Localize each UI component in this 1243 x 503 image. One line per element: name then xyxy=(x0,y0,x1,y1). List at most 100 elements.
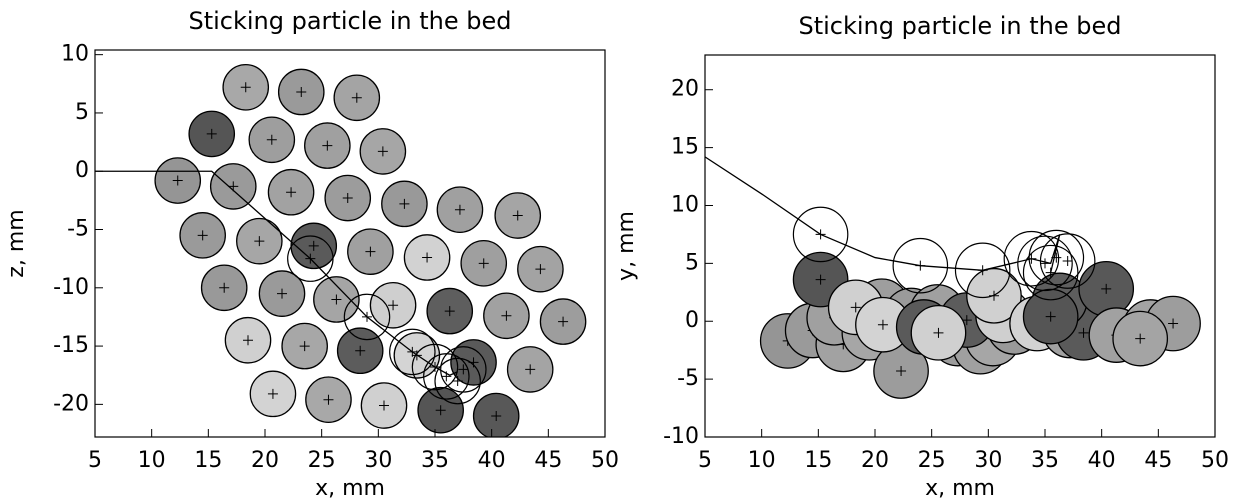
x-tick-label: 15 xyxy=(804,448,832,473)
y-tick-label: -5 xyxy=(67,217,89,242)
center-cross xyxy=(267,388,278,399)
center-cross xyxy=(342,193,353,204)
sticking-particle xyxy=(1028,229,1085,286)
center-cross xyxy=(558,316,569,327)
x-tick-label: 20 xyxy=(861,448,889,473)
center-cross xyxy=(172,175,183,186)
x-tick-label: 35 xyxy=(421,448,449,473)
sticking-particle xyxy=(1022,244,1079,301)
trajectory xyxy=(95,170,458,376)
center-cross xyxy=(379,400,389,411)
center-cross xyxy=(305,253,316,264)
center-cross xyxy=(365,246,376,257)
x-axis-label: x, mm xyxy=(925,476,995,501)
x-tick-label: 50 xyxy=(591,448,619,473)
center-cross xyxy=(296,86,307,97)
y-axis-label: y, mm xyxy=(614,211,639,281)
y-tick-label: -10 xyxy=(53,275,89,300)
center-cross xyxy=(286,187,297,198)
sticking-particle xyxy=(389,328,436,376)
plot-frame xyxy=(94,49,606,438)
center-cross xyxy=(444,306,455,317)
x-tick-label: 35 xyxy=(1031,448,1059,473)
center-cross xyxy=(1062,256,1073,267)
center-cross xyxy=(243,335,253,346)
center-cross xyxy=(501,310,512,321)
center-cross xyxy=(441,371,452,382)
panel: 5 10 15 20 25 30 35 40 45 501050-5-10-15-20Sticki… xyxy=(4,7,619,501)
center-cross xyxy=(331,294,342,305)
center-cross xyxy=(1051,252,1062,263)
center-cross xyxy=(277,288,287,299)
sticking-particle xyxy=(411,343,459,391)
chart-title: Sticking particle in the bed xyxy=(188,7,511,35)
y-tick-label: 0 xyxy=(75,158,89,183)
sticking-particle xyxy=(343,293,391,341)
center-cross xyxy=(362,311,372,322)
center-cross xyxy=(877,319,888,330)
trajectory xyxy=(705,156,1061,273)
center-cross xyxy=(1135,333,1146,344)
sticking-particle xyxy=(892,237,949,294)
x-tick-label: 5 xyxy=(698,448,712,473)
center-cross xyxy=(491,411,502,422)
center-cross xyxy=(254,236,265,247)
sticking-particle xyxy=(440,346,487,393)
center-cross xyxy=(535,264,546,275)
x-tick-label: 10 xyxy=(748,448,776,473)
x-tick-label: 15 xyxy=(194,448,222,473)
center-cross xyxy=(308,240,319,251)
center-cross xyxy=(430,362,440,373)
y-tick-label: -20 xyxy=(53,391,89,416)
center-cross xyxy=(1026,253,1037,264)
center-cross xyxy=(240,82,251,93)
center-cross xyxy=(1045,267,1056,278)
sticking-particle xyxy=(434,357,481,405)
center-cross xyxy=(1040,258,1050,269)
center-cross xyxy=(435,405,446,416)
y-tick-label: 5 xyxy=(75,100,89,125)
x-tick-label: 20 xyxy=(251,448,279,473)
center-cross xyxy=(1078,327,1089,338)
x-tick-label: 25 xyxy=(308,448,336,473)
x-tick-label: 50 xyxy=(1201,448,1229,473)
x-tick-label: 30 xyxy=(364,448,392,473)
plot-area xyxy=(95,63,587,437)
center-cross xyxy=(815,229,826,240)
center-cross xyxy=(478,258,489,269)
x-tick-label: 40 xyxy=(478,448,506,473)
center-cross xyxy=(407,346,418,357)
x-axis-label: x, mm xyxy=(315,476,385,501)
center-cross xyxy=(525,364,536,375)
center-cross xyxy=(850,302,861,313)
y-tick-label: -5 xyxy=(677,366,699,391)
center-cross xyxy=(512,210,523,221)
center-cross xyxy=(915,260,926,271)
center-cross xyxy=(977,265,988,276)
center-cross xyxy=(351,92,362,103)
y-tick-label: -10 xyxy=(663,424,699,449)
y-tick-label: 0 xyxy=(685,308,699,333)
y-tick-label: 10 xyxy=(671,192,699,217)
center-cross xyxy=(322,140,333,151)
panel: 5 10 15 20 25 30 35 40 45 5020151050-5-10Sticking… xyxy=(614,12,1229,501)
sticking-particle xyxy=(1017,235,1073,292)
y-tick-label: 20 xyxy=(671,77,699,102)
x-tick-label: 30 xyxy=(974,448,1002,473)
center-cross xyxy=(422,252,433,263)
y-tick-label: 10 xyxy=(61,42,89,67)
sticking-particle xyxy=(954,242,1011,299)
center-cross xyxy=(355,345,366,356)
plot-frame xyxy=(704,54,1216,438)
sticking-particle xyxy=(792,206,849,263)
center-cross xyxy=(815,274,826,285)
chart-title: Sticking particle in the bed xyxy=(798,12,1121,40)
sticking-particle xyxy=(1039,233,1096,289)
sticking-particle xyxy=(287,235,334,282)
x-tick-label: 40 xyxy=(1088,448,1116,473)
center-cross xyxy=(206,128,217,139)
x-tick-label: 25 xyxy=(918,448,946,473)
center-cross xyxy=(266,134,277,145)
y-tick-label: 5 xyxy=(685,250,699,275)
